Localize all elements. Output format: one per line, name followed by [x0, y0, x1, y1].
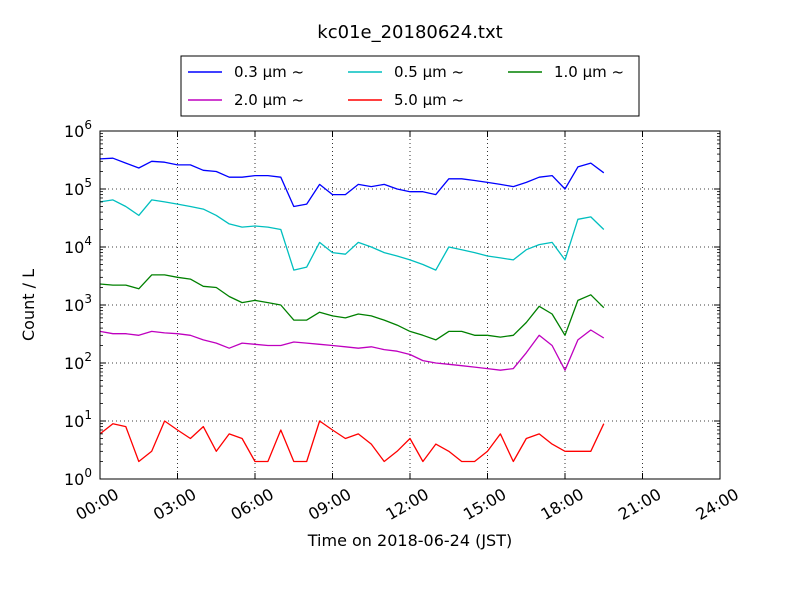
- y-tick-label: 105: [64, 176, 92, 199]
- legend: 0.3 μm ~ 0.5 μm ~ 1.0 μm ~ 2.0 μm ~ 5.0 μm ~: [180, 55, 640, 117]
- chart-title: kc01e_20180624.txt: [317, 22, 502, 43]
- y-tick-label: 101: [64, 408, 92, 431]
- y-tick-label: 100: [64, 466, 92, 489]
- series-line-1: [99, 157, 605, 208]
- series-layer: [99, 157, 605, 463]
- y-tick-label: 102: [64, 350, 92, 373]
- grid-layer: [100, 131, 720, 479]
- y-axis-title: Count / L: [19, 269, 38, 341]
- legend-label-2: 0.5 μm ~: [394, 63, 464, 81]
- legend-label-1: 0.3 μm ~: [234, 63, 304, 81]
- series-line-2: [99, 199, 605, 271]
- legend-label-3: 1.0 μm ~: [554, 63, 624, 81]
- legend-items: 0.3 μm ~ 0.5 μm ~ 1.0 μm ~ 2.0 μm ~ 5.0 μm ~: [188, 63, 624, 109]
- y-tick-label: 104: [64, 234, 92, 257]
- x-axis-title: Time on 2018-06-24 (JST): [307, 531, 512, 550]
- y-tick-label: 103: [64, 292, 92, 315]
- legend-label-5: 5.0 μm ~: [394, 91, 464, 109]
- series-line-4: [99, 329, 605, 371]
- legend-box: [180, 55, 640, 117]
- y-tick-label: 106: [64, 118, 92, 141]
- legend-label-4: 2.0 μm ~: [234, 91, 304, 109]
- series-line-3: [99, 274, 605, 341]
- series-line-5: [99, 420, 605, 463]
